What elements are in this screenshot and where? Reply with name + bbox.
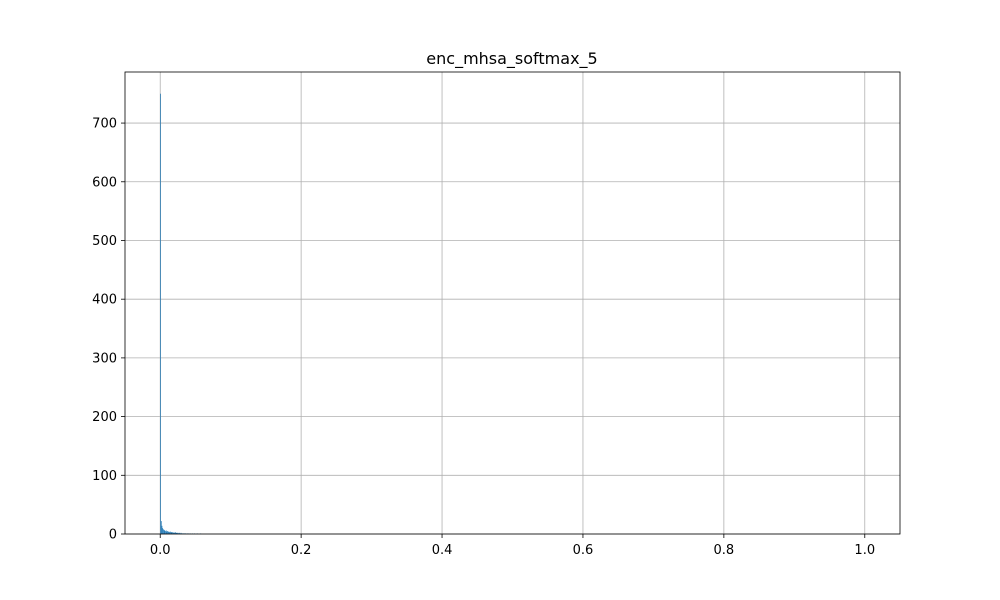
- y-tick-label: 500: [92, 234, 117, 249]
- x-tick-label: 0.0: [150, 543, 171, 558]
- y-tick-label: 700: [92, 117, 117, 132]
- histogram-bar: [162, 528, 163, 534]
- histogram-bar: [166, 530, 167, 534]
- histogram-bar: [164, 530, 165, 534]
- histogram-bar: [167, 531, 168, 534]
- y-tick-label: 400: [92, 293, 117, 308]
- chart-title: enc_mhsa_softmax_5: [426, 49, 597, 69]
- histogram-bar: [162, 526, 163, 534]
- histogram-bar: [163, 529, 164, 534]
- histogram-bar: [160, 94, 161, 534]
- y-tick-label: 300: [92, 351, 117, 366]
- x-tick-label: 0.4: [432, 543, 453, 558]
- y-tick-label: 600: [92, 175, 117, 190]
- histogram-bar: [161, 521, 162, 534]
- x-tick-label: 0.2: [291, 543, 312, 558]
- x-tick-label: 1.0: [854, 543, 875, 558]
- histogram-bar: [165, 531, 166, 534]
- x-tick-label: 0.8: [714, 543, 735, 558]
- y-tick-label: 100: [92, 469, 117, 484]
- histogram-bar: [164, 530, 165, 534]
- y-tick-label: 0: [109, 528, 117, 543]
- x-tick-label: 0.6: [573, 543, 594, 558]
- y-tick-label: 200: [92, 410, 117, 425]
